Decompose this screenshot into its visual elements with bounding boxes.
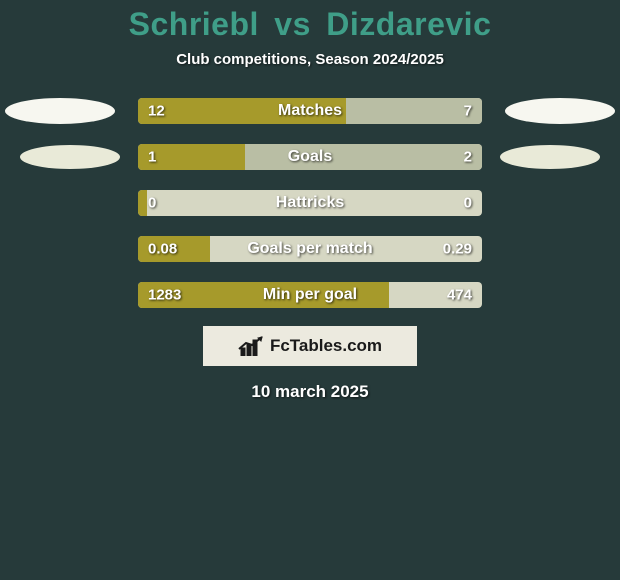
value-left: 1 — [148, 149, 156, 166]
comparison-infographic: Schriebl vs Dizdarevic Club competitions… — [0, 0, 620, 580]
date-text: 10 march 2025 — [0, 382, 620, 402]
value-left: 0.08 — [148, 241, 177, 258]
bar-chart-icon — [238, 336, 264, 356]
stat-row: Hattricks 0 0 — [0, 188, 620, 218]
title-player2: Dizdarevic — [326, 6, 491, 42]
logo-text: FcTables.com — [270, 336, 382, 356]
stat-row: Matches 12 7 — [0, 96, 620, 126]
bar-right — [346, 98, 482, 124]
player-badge-right — [505, 98, 615, 124]
title-vs: vs — [274, 6, 311, 42]
bar-track: Hattricks 0 0 — [138, 190, 482, 216]
value-right: 0 — [464, 195, 472, 212]
bar-label: Matches — [278, 102, 342, 120]
bar-label: Min per goal — [263, 286, 357, 304]
bar-label: Goals per match — [247, 240, 372, 258]
bar-track: Goals 1 2 — [138, 144, 482, 170]
stat-row: Goals 1 2 — [0, 142, 620, 172]
bar-track: Matches 12 7 — [138, 98, 482, 124]
subtitle: Club competitions, Season 2024/2025 — [0, 51, 620, 68]
value-right: 0.29 — [443, 241, 472, 258]
value-left: 1283 — [148, 287, 181, 304]
player-badge-right — [500, 145, 600, 169]
bar-track: Goals per match 0.08 0.29 — [138, 236, 482, 262]
player-badge-left — [5, 98, 115, 124]
page-title: Schriebl vs Dizdarevic — [0, 0, 620, 43]
stat-row: Goals per match 0.08 0.29 — [0, 234, 620, 264]
comparison-chart: Matches127Goals12Hattricks00Goals per ma… — [0, 96, 620, 310]
stat-row: Min per goal 1283 474 — [0, 280, 620, 310]
bar-label: Hattricks — [276, 194, 344, 212]
bar-track: Min per goal 1283 474 — [138, 282, 482, 308]
value-left: 12 — [148, 103, 165, 120]
player-badge-left — [20, 145, 120, 169]
bar-left — [138, 190, 147, 216]
value-right: 7 — [464, 103, 472, 120]
logo-box: FcTables.com — [203, 326, 417, 366]
title-player1: Schriebl — [129, 6, 259, 42]
value-right: 474 — [447, 287, 472, 304]
value-right: 2 — [464, 149, 472, 166]
value-left: 0 — [148, 195, 156, 212]
bar-label: Goals — [288, 148, 332, 166]
bar-right — [245, 144, 482, 170]
